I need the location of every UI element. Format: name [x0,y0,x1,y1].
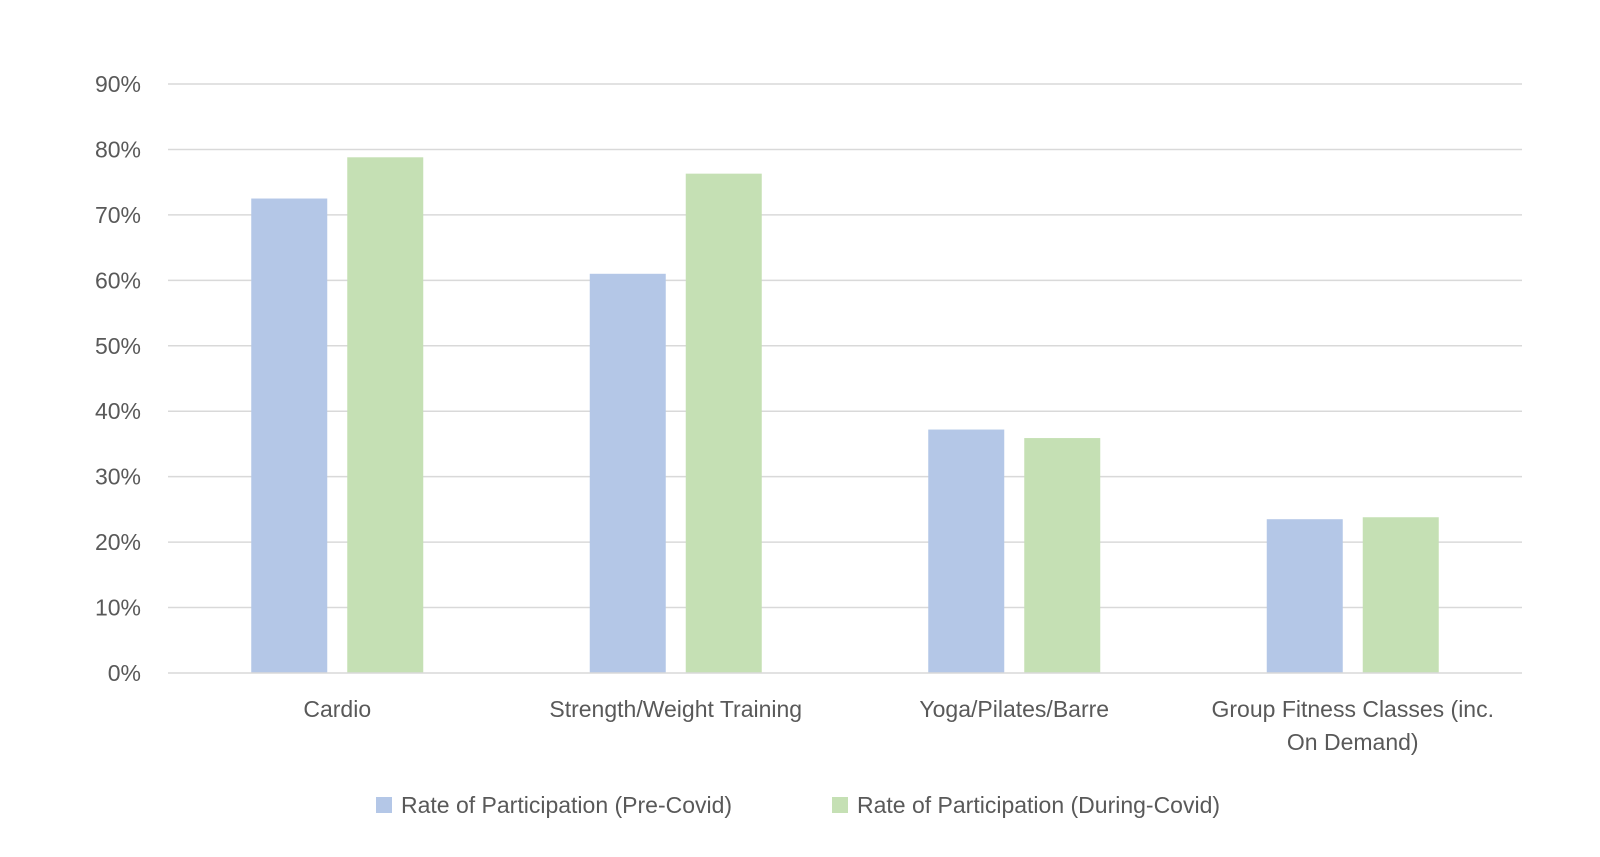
y-tick-label: 80% [95,136,141,162]
bar-during-covid [1024,438,1101,673]
bar-pre-covid [589,273,666,673]
bars [251,157,1439,674]
bar-during-covid [685,173,762,674]
bar-pre-covid [251,198,328,673]
x-category-label: Group Fitness Classes (inc. [1212,696,1494,722]
legend-swatch [832,797,848,813]
legend-label: Rate of Participation (During-Covid) [857,792,1220,818]
legend-label: Rate of Participation (Pre-Covid) [401,792,732,818]
y-tick-label: 40% [95,398,141,424]
x-category-label: Yoga/Pilates/Barre [919,696,1109,722]
bar-pre-covid [928,429,1005,673]
legend: Rate of Participation (Pre-Covid) Rate of… [376,792,1220,818]
x-category-label: Cardio [303,696,371,722]
y-tick-label: 20% [95,529,141,555]
y-axis-tick-labels: 0% 10% 20% 30% 40% 50% 60% 70% 80% 90% [95,71,141,686]
legend-swatch [376,797,392,813]
y-tick-label: 60% [95,267,141,293]
y-tick-label: 50% [95,333,141,359]
y-tick-label: 10% [95,595,141,621]
x-category-label: On Demand) [1287,729,1419,755]
bar-during-covid [347,157,424,673]
y-tick-label: 90% [95,71,141,97]
y-tick-label: 70% [95,202,141,228]
x-category-label: Strength/Weight Training [549,696,802,722]
x-axis-category-labels: Cardio Strength/Weight Training Yoga/Pilat… [303,696,1494,755]
y-tick-label: 0% [108,660,141,686]
bar-during-covid [1362,517,1439,673]
y-tick-label: 30% [95,464,141,490]
bar-pre-covid [1266,519,1343,673]
